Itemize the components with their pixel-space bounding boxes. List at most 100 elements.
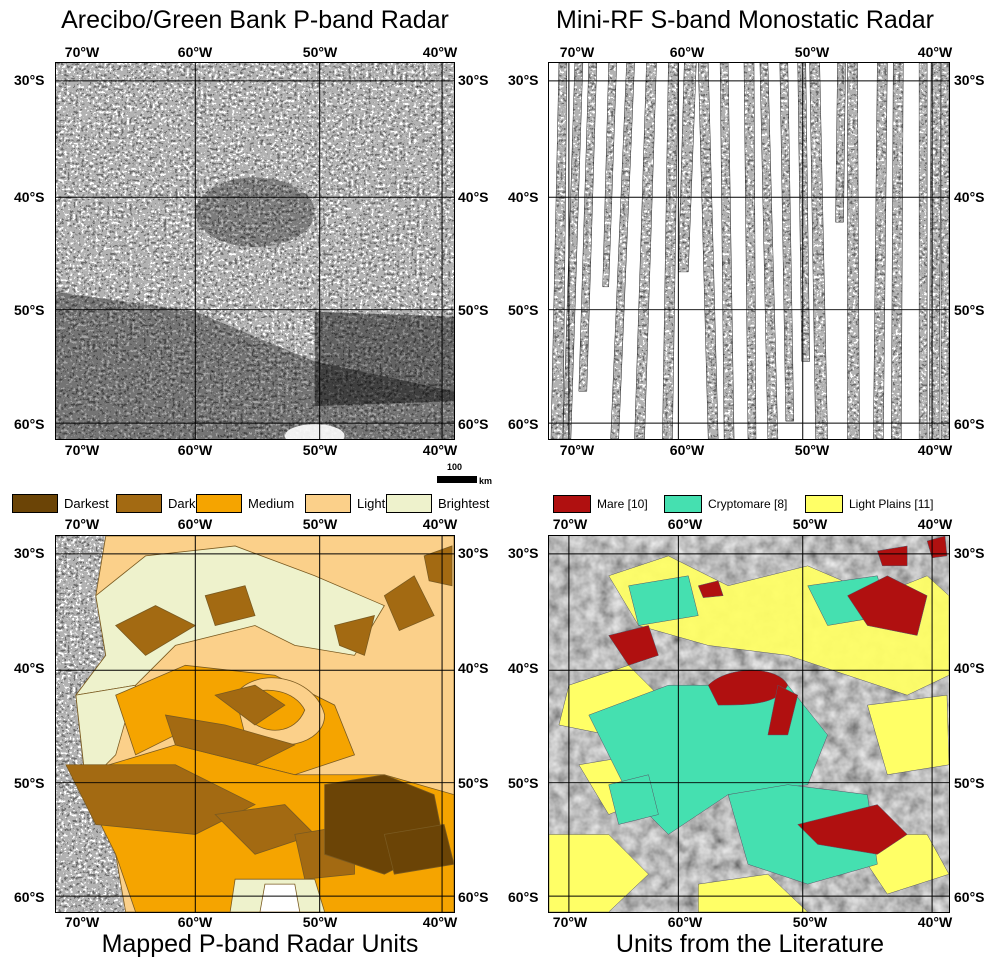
lon-label-40w-tl-bottom: 40°W — [422, 442, 458, 458]
legend-swatch-medium — [196, 494, 242, 513]
lon-label-40w-bl-top: 40°W — [422, 516, 458, 532]
lat-label-50s-br-left: 50°S — [508, 775, 539, 791]
lon-label-60w-tr-top: 60°W — [669, 44, 705, 60]
legend-item-light: Light — [305, 494, 385, 513]
top-left-panel-title: Arecibo/Green Bank P-band Radar — [61, 6, 449, 34]
lat-label-60s-tl-left: 60°S — [14, 416, 45, 432]
legend-label-medium: Medium — [248, 496, 295, 511]
legend-item-dark: Dark — [116, 494, 195, 513]
legend-item-light-plains: Light Plains [11] — [805, 495, 934, 513]
lat-label-60s-br-left: 60°S — [508, 889, 539, 905]
lon-label-70w-br-top: 70°W — [552, 516, 588, 532]
lat-label-50s-bl-left: 50°S — [14, 775, 45, 791]
lon-label-70w-tl-bottom: 70°W — [64, 442, 100, 458]
lat-label-60s-tr-right: 60°S — [954, 416, 985, 432]
lon-label-60w-bl-top: 60°W — [177, 516, 213, 532]
lon-label-40w-br-bottom: 40°W — [917, 914, 953, 930]
legend-label-dark: Dark — [168, 496, 196, 511]
lon-label-70w-bl-top: 70°W — [64, 516, 100, 532]
lat-label-30s-bl-right: 30°S — [458, 545, 489, 561]
mapped-p-band-units-map — [55, 535, 455, 913]
lat-label-60s-bl-right: 60°S — [458, 889, 489, 905]
lon-label-60w-tl-bottom: 60°W — [177, 442, 213, 458]
lat-label-40s-tl-right: 40°S — [458, 189, 489, 205]
legend-label-mare: Mare [10] — [597, 497, 648, 511]
lat-label-40s-bl-left: 40°S — [14, 660, 45, 676]
legend-label-cryptomare: Cryptomare [8] — [708, 497, 788, 511]
lat-label-30s-tr-right: 30°S — [954, 72, 985, 88]
lon-label-60w-tl-top: 60°W — [177, 44, 213, 60]
legend-swatch-mare — [553, 495, 591, 513]
legend-label-light: Light — [357, 496, 386, 511]
lat-label-50s-bl-right: 50°S — [458, 775, 489, 791]
lon-label-70w-tr-top: 70°W — [559, 44, 595, 60]
legend-item-darkest: Darkest — [12, 494, 109, 513]
lat-label-40s-tl-left: 40°S — [14, 189, 45, 205]
p-band-radar-image — [55, 62, 455, 440]
scale-bar-value: 100 — [447, 462, 463, 472]
scale-bar: 100 km — [437, 462, 497, 488]
lon-label-70w-tl-top: 70°W — [64, 44, 100, 60]
lat-label-50s-br-right: 50°S — [954, 775, 985, 791]
lat-label-60s-br-right: 60°S — [954, 889, 985, 905]
lat-label-30s-tl-left: 30°S — [14, 72, 45, 88]
bottom-right-panel-title: Units from the Literature — [615, 930, 885, 958]
lat-label-40s-bl-right: 40°S — [458, 660, 489, 676]
lat-label-40s-br-left: 40°S — [508, 660, 539, 676]
lon-label-60w-tr-bottom: 60°W — [669, 442, 705, 458]
mini-rf-radar-image — [548, 62, 950, 440]
lat-label-40s-tr-right: 40°S — [954, 189, 985, 205]
lon-label-60w-br-bottom: 60°W — [667, 914, 703, 930]
legend-swatch-darkest — [12, 494, 58, 513]
lat-label-30s-br-right: 30°S — [954, 545, 985, 561]
lon-label-40w-bl-bottom: 40°W — [422, 914, 458, 930]
lat-label-30s-bl-left: 30°S — [14, 545, 45, 561]
scale-bar-unit: km — [479, 476, 493, 486]
lat-label-50s-tl-right: 50°S — [458, 302, 489, 318]
lat-label-60s-bl-left: 60°S — [14, 889, 45, 905]
legend-swatch-light — [305, 494, 351, 513]
legend-item-mare: Mare [10] — [553, 495, 648, 513]
legend-swatch-cryptomare — [664, 495, 702, 513]
lon-label-50w-tl-bottom: 50°W — [302, 442, 338, 458]
lat-label-30s-br-left: 30°S — [508, 545, 539, 561]
legend-item-medium: Medium — [196, 494, 294, 513]
lat-label-60s-tl-right: 60°S — [458, 416, 489, 432]
lon-label-40w-br-top: 40°W — [917, 516, 953, 532]
legend-label-brightest: Brightest — [438, 496, 490, 511]
lon-label-50w-tr-bottom: 50°W — [794, 442, 830, 458]
top-right-panel-title: Mini-RF S-band Monostatic Radar — [556, 6, 934, 34]
legend-label-light-plains: Light Plains [11] — [849, 497, 934, 511]
lat-label-30s-tr-left: 30°S — [508, 72, 539, 88]
lon-label-60w-bl-bottom: 60°W — [177, 914, 213, 930]
lon-label-50w-br-top: 50°W — [792, 516, 828, 532]
lon-label-40w-tr-bottom: 40°W — [917, 442, 953, 458]
lat-label-50s-tr-left: 50°S — [508, 302, 539, 318]
lon-label-50w-br-bottom: 50°W — [792, 914, 828, 930]
lat-label-40s-tr-left: 40°S — [508, 189, 539, 205]
legend-label-darkest: Darkest — [64, 496, 109, 511]
lat-label-60s-tr-left: 60°S — [508, 416, 539, 432]
lon-label-70w-tr-bottom: 70°W — [559, 442, 595, 458]
lat-label-50s-tr-right: 50°S — [954, 302, 985, 318]
lat-label-30s-tl-right: 30°S — [458, 72, 489, 88]
legend-swatch-light-plains — [805, 495, 843, 513]
lon-label-60w-br-top: 60°W — [667, 516, 703, 532]
lon-label-50w-tr-top: 50°W — [794, 44, 830, 60]
literature-units-map — [548, 535, 950, 913]
lon-label-70w-br-bottom: 70°W — [552, 914, 588, 930]
lon-label-40w-tl-top: 40°W — [422, 44, 458, 60]
legend-swatch-brightest — [386, 494, 432, 513]
legend-item-brightest: Brightest — [386, 494, 489, 513]
lon-label-70w-bl-bottom: 70°W — [64, 914, 100, 930]
legend-item-cryptomare: Cryptomare [8] — [664, 495, 787, 513]
lon-label-40w-tr-top: 40°W — [917, 44, 953, 60]
legend-swatch-dark — [116, 494, 162, 513]
lat-label-50s-tl-left: 50°S — [14, 302, 45, 318]
lon-label-50w-tl-top: 50°W — [302, 44, 338, 60]
lon-label-50w-bl-top: 50°W — [302, 516, 338, 532]
scale-bar-line — [437, 476, 477, 483]
lon-label-50w-bl-bottom: 50°W — [302, 914, 338, 930]
bottom-left-panel-title: Mapped P-band Radar Units — [101, 930, 419, 958]
lat-label-40s-br-right: 40°S — [954, 660, 985, 676]
